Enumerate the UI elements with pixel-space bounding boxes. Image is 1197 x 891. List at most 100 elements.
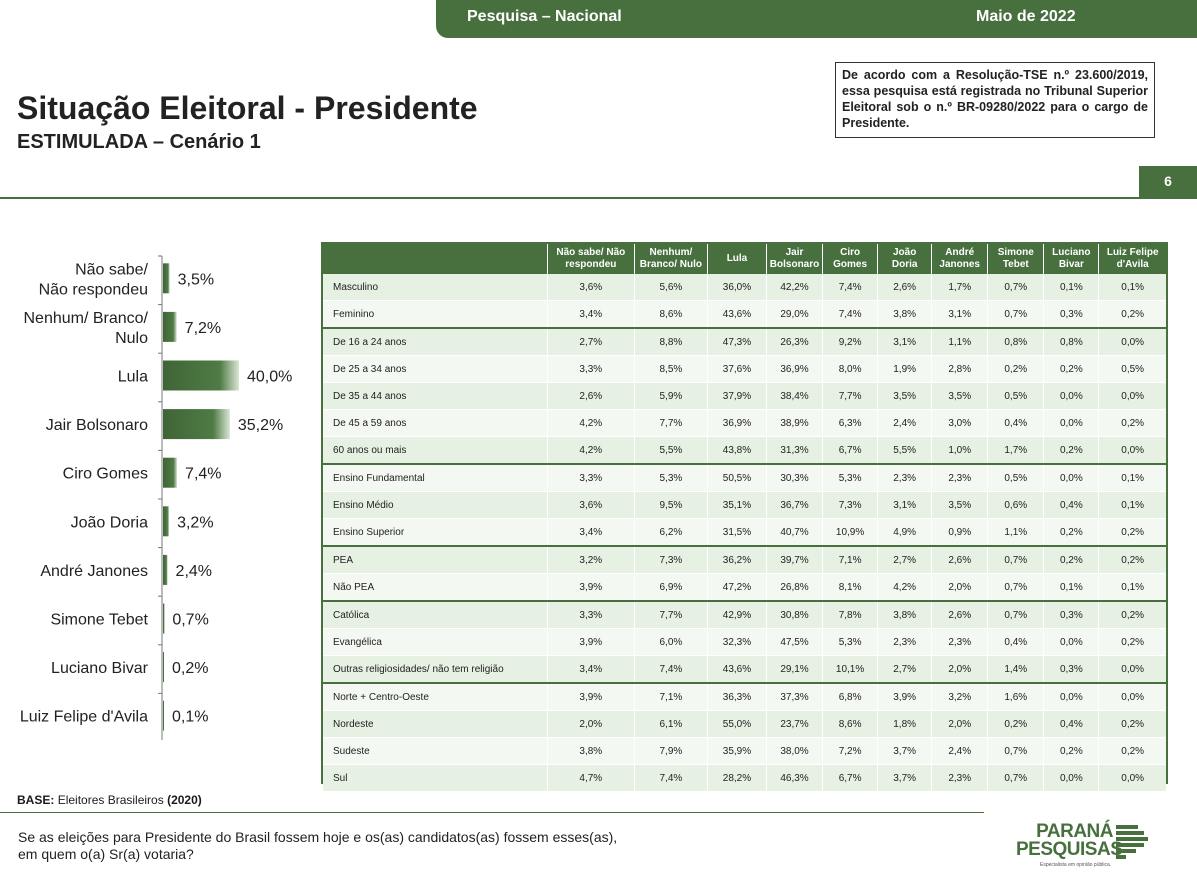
page-title: Situação Eleitoral - Presidente (17, 90, 478, 126)
table-cell: 8,6% (822, 710, 879, 738)
table-cell: 3,8% (877, 600, 933, 629)
row-label: Feminino (323, 300, 548, 329)
table-cell: 46,3% (766, 764, 824, 792)
table-cell: 6,1% (634, 710, 708, 738)
table-row: Ensino Médio 3,6% 9,5% 35,1% 36,7% 7,3% 3,1% 3,… (323, 491, 1166, 519)
row-label: Ensino Fundamental (323, 463, 548, 492)
crosstab-table: Não sabe/ Não respondeu Nenhum/ Branco/ N… (323, 244, 1166, 792)
header-divider (0, 197, 1197, 199)
table-cell: 0,5% (1098, 355, 1166, 383)
table-cell: 4,9% (877, 518, 933, 547)
footer-divider (0, 812, 984, 813)
table-cell: 3,7% (877, 737, 933, 765)
table-row: PEA 3,2% 7,3% 36,2% 39,7% 7,1% 2,7% 2,6% 0,7% 0,2… (323, 545, 1166, 574)
table-cell: 0,0% (1043, 682, 1100, 711)
row-label: 60 anos ou mais (323, 436, 548, 465)
table-cell: 0,0% (1043, 409, 1100, 437)
table-row: Evangélica 3,9% 6,0% 32,3% 47,5% 5,3% 2,3% 2,3%… (323, 628, 1166, 656)
row-label: Masculino (323, 274, 548, 301)
column-header: Jair Bolsonaro (766, 244, 824, 274)
table-cell: 0,2% (1098, 628, 1166, 656)
table-cell: 5,3% (634, 463, 708, 492)
table-row: Outras religiosidades/ não tem religião 3… (323, 655, 1166, 684)
table-cell: 0,0% (1098, 655, 1166, 684)
table-cell: 3,1% (877, 327, 933, 356)
table-cell: 0,1% (1098, 491, 1166, 519)
table-cell: 0,2% (1098, 737, 1166, 765)
row-label: Evangélica (323, 628, 548, 656)
value-label: 2,4% (176, 563, 212, 580)
table-cell: 7,1% (822, 545, 879, 574)
table-row: De 45 a 59 anos 4,2% 7,7% 36,9% 38,9% 6,3% 2,4… (323, 409, 1166, 437)
row-label: Ensino Superior (323, 518, 548, 547)
table-cell: 47,3% (707, 327, 768, 356)
table-cell: 3,3% (547, 600, 635, 629)
bar (163, 360, 239, 391)
table-cell: 2,6% (931, 545, 989, 574)
table-cell: 2,4% (877, 409, 933, 437)
table-cell: 6,0% (634, 628, 708, 656)
table-cell: 3,5% (931, 382, 989, 410)
table-cell: 0,1% (1098, 274, 1166, 301)
table-cell: 0,2% (987, 710, 1045, 738)
table-cell: 55,0% (707, 710, 768, 738)
table-row: Ensino Fundamental 3,3% 5,3% 50,5% 30,3% 5,3%… (323, 463, 1166, 492)
bar (163, 603, 165, 634)
table-cell: 0,7% (987, 573, 1045, 602)
table-cell: 29,1% (766, 655, 824, 684)
table-cell: 0,4% (987, 409, 1045, 437)
table-cell: 29,0% (766, 300, 824, 329)
table-cell: 0,3% (1043, 655, 1100, 684)
table-cell: 5,5% (634, 436, 708, 465)
table-cell: 3,5% (931, 491, 989, 519)
row-label: Norte + Centro-Oeste (323, 682, 548, 711)
table-cell: 4,2% (877, 573, 933, 602)
column-header: Simone Tebet (987, 244, 1045, 274)
table-cell: 2,3% (931, 764, 989, 792)
table-cell: 6,7% (822, 764, 879, 792)
table-cell: 0,2% (1098, 518, 1166, 547)
header-survey-label: Pesquisa – Nacional (467, 8, 622, 25)
table-cell: 39,7% (766, 545, 824, 574)
category-label: Simone Tebet (50, 612, 148, 629)
logo-tagline: Especialista em opinião pública. (1040, 862, 1112, 868)
table-cell: 3,4% (547, 300, 635, 329)
tse-registration-box: De acordo com a Resolução-TSE n.º 23.600… (835, 62, 1155, 138)
category-label: Nulo (115, 330, 148, 347)
table-cell: 3,9% (877, 682, 933, 711)
value-label: 0,1% (172, 709, 208, 726)
column-header: Ciro Gomes (822, 244, 879, 274)
table-cell: 36,2% (707, 545, 768, 574)
table-cell: 10,9% (822, 518, 879, 547)
table-cell: 0,0% (1043, 628, 1100, 656)
row-label: Nordeste (323, 710, 548, 738)
row-label: Católica (323, 600, 548, 629)
table-cell: 0,2% (1098, 300, 1166, 329)
table-cell: 43,8% (707, 436, 768, 465)
table-row: Feminino 3,4% 8,6% 43,6% 29,0% 7,4% 3,8% 3,1% 0,… (323, 300, 1166, 329)
table-cell: 0,0% (1043, 764, 1100, 792)
table-cell: 1,7% (987, 436, 1045, 465)
row-label: De 45 a 59 anos (323, 409, 548, 437)
table-cell: 0,7% (987, 545, 1045, 574)
table-cell: 0,0% (1043, 382, 1100, 410)
table-row: Masculino 3,6% 5,6% 36,0% 42,2% 7,4% 2,6% 1,7% 0… (323, 274, 1166, 301)
table-row: Sudeste 3,8% 7,9% 35,9% 38,0% 7,2% 3,7% 2,4% 0,7… (323, 737, 1166, 765)
category-label: Ciro Gomes (63, 466, 148, 483)
column-header: Não sabe/ Não respondeu (547, 244, 635, 274)
table-cell: 1,6% (987, 682, 1045, 711)
table-cell: 0,0% (1098, 682, 1166, 711)
row-label: Sudeste (323, 737, 548, 765)
table-cell: 5,6% (634, 274, 708, 301)
crosstab-table-container: Não sabe/ Não respondeu Nenhum/ Branco/ N… (321, 242, 1168, 792)
row-label: Não PEA (323, 573, 548, 602)
value-label: 0,2% (172, 660, 208, 677)
table-cell: 3,2% (547, 545, 635, 574)
table-cell: 0,2% (1098, 409, 1166, 437)
table-cell: 36,0% (707, 274, 768, 301)
table-cell: 2,3% (877, 628, 933, 656)
table-cell: 0,1% (1043, 573, 1100, 602)
survey-question-line: Se as eleições para Presidente do Brasil… (18, 829, 618, 845)
bar (163, 263, 170, 294)
table-cell: 0,7% (987, 600, 1045, 629)
